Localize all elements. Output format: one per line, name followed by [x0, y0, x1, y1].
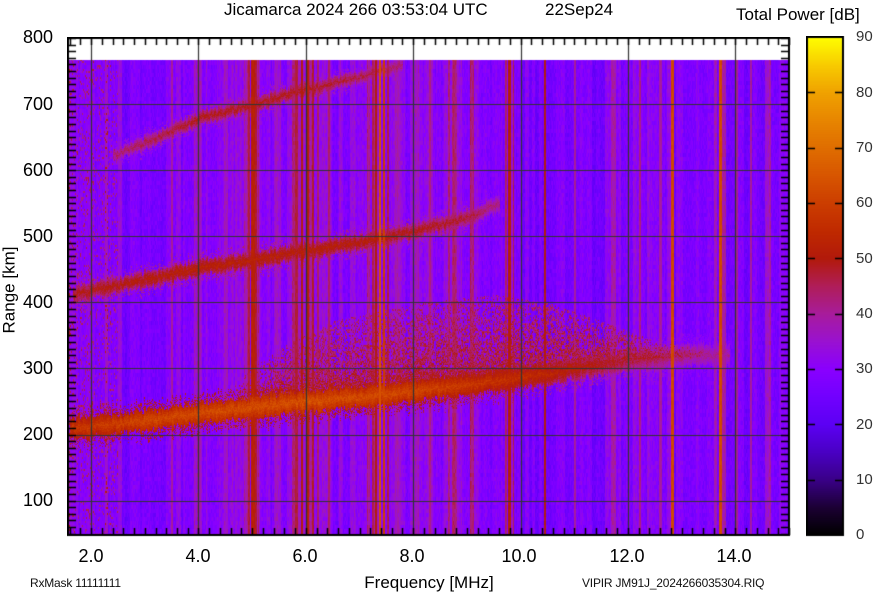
plot-title: Jicamarca 2024 266 03:53:04 UTC: [224, 0, 488, 19]
colorbar-tick-label: 0: [856, 526, 865, 543]
colorbar-tick-label: 30: [856, 360, 873, 377]
y-tick-label: 200: [22, 424, 53, 444]
y-tick-label: 300: [22, 358, 53, 378]
y-axis-label: Range [km]: [0, 246, 19, 334]
colorbar-tick-label: 80: [856, 84, 873, 101]
x-axis-label: Frequency [MHz]: [364, 573, 494, 592]
y-tick-label: 100: [22, 490, 53, 510]
colorbar-tick-label: 40: [856, 305, 873, 322]
colorbar-title: Total Power [dB]: [736, 5, 860, 24]
rx-mask-label: RxMask 11111111: [30, 576, 121, 590]
colorbar-tick-label: 90: [856, 28, 873, 45]
y-tick-label: 700: [22, 94, 53, 114]
colorbar-tick-label: 20: [856, 416, 873, 433]
x-tick-label: 14.0: [716, 546, 752, 566]
colorbar-tick-label: 70: [856, 139, 873, 156]
data-file-label: VIPIR JM91J_2024266035304.RIQ: [582, 576, 765, 590]
x-tick-label: 12.0: [609, 546, 645, 566]
y-tick-label: 500: [22, 226, 53, 246]
ionogram-heatmap: [67, 37, 791, 537]
x-tick-label: 6.0: [292, 546, 318, 566]
y-tick-label: 600: [22, 160, 53, 180]
colorbar: [806, 36, 846, 538]
plot-date: 22Sep24: [545, 0, 614, 19]
y-tick-label: 800: [22, 27, 53, 47]
y-tick-label: 400: [22, 292, 53, 312]
colorbar-tick-label: 60: [856, 194, 873, 211]
colorbar-tick-label: 10: [856, 471, 873, 488]
colorbar-tick-label: 50: [856, 250, 873, 267]
x-tick-label: 8.0: [399, 546, 425, 566]
x-tick-label: 4.0: [185, 546, 211, 566]
x-tick-label: 10.0: [501, 546, 537, 566]
x-tick-label: 2.0: [78, 546, 104, 566]
